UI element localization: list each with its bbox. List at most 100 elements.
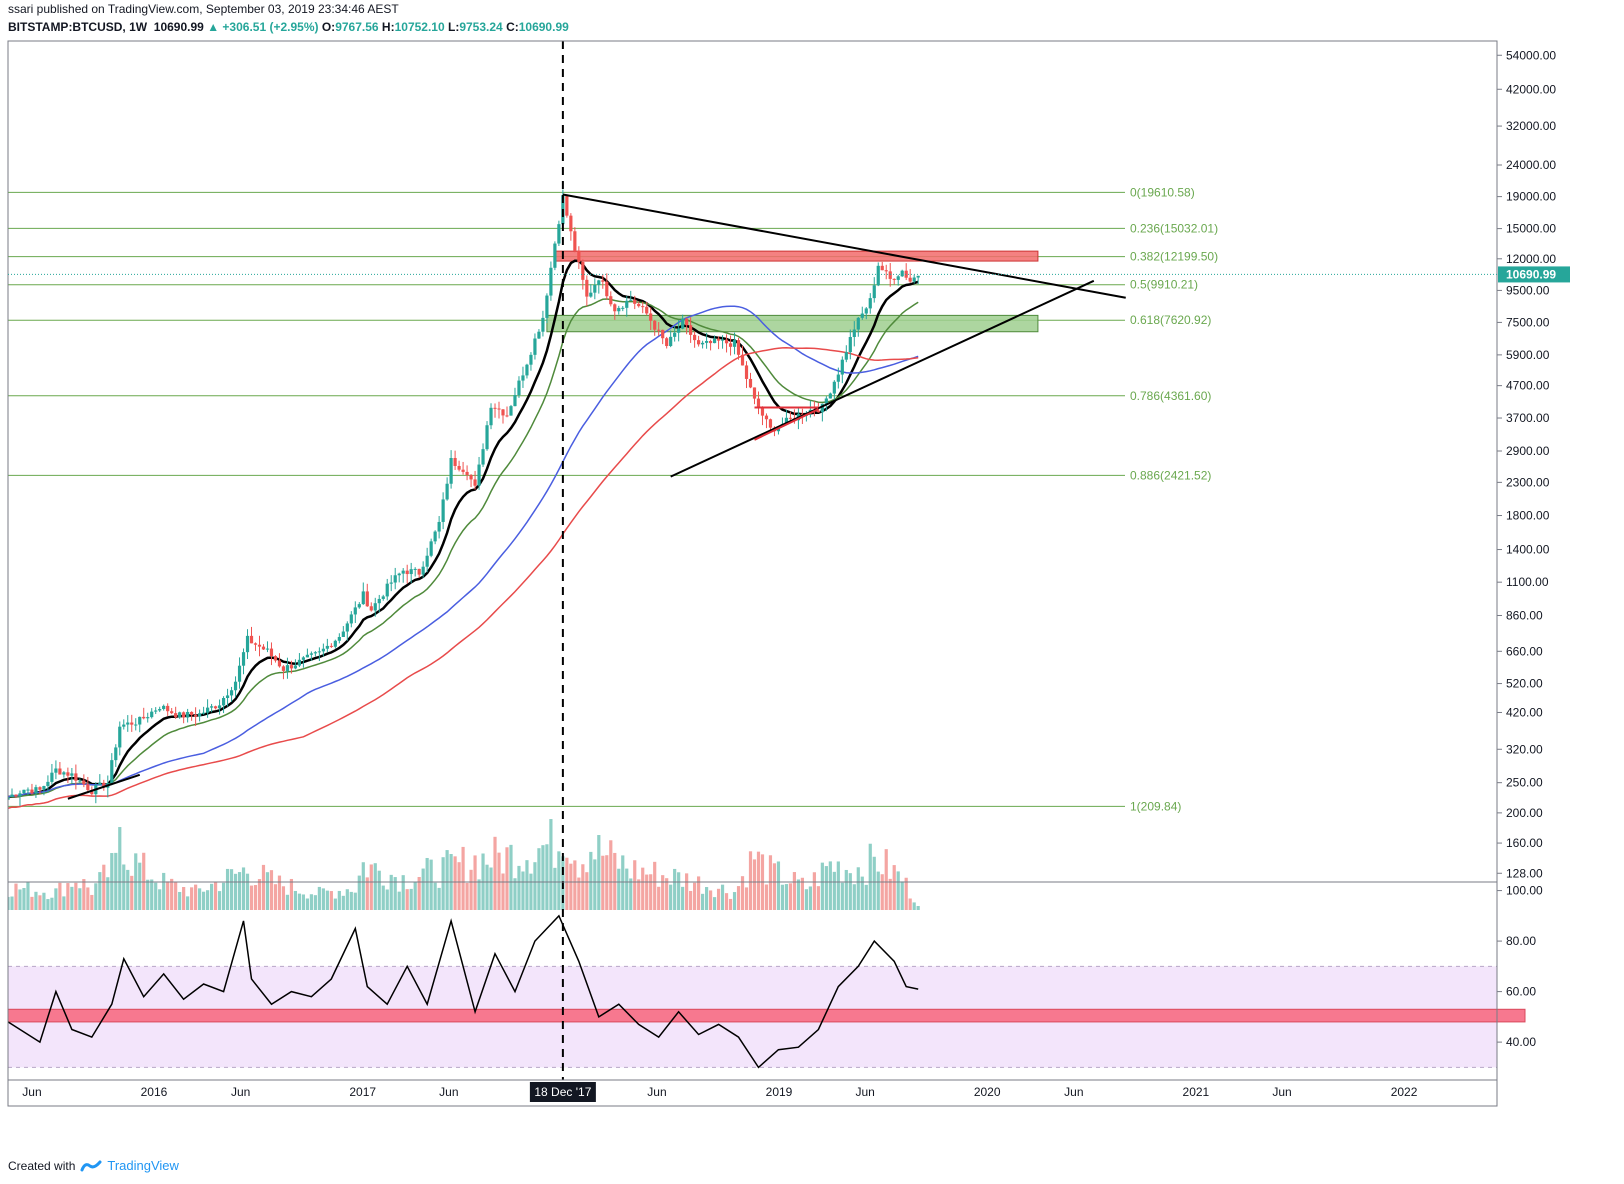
volume-bar	[10, 896, 14, 910]
candle-body	[653, 320, 657, 330]
volume-bar	[724, 893, 729, 910]
price-tick-label: 3700.00	[1506, 411, 1550, 425]
volume-bar	[405, 889, 409, 910]
candle-body	[309, 653, 313, 655]
candle-body	[896, 276, 900, 280]
candle-body	[509, 406, 513, 416]
volume-bar	[118, 827, 122, 910]
candle-body	[297, 659, 302, 666]
candle-body	[245, 635, 250, 653]
trendline	[754, 408, 819, 441]
volume-bar	[166, 881, 170, 910]
volume-bar	[784, 884, 789, 910]
fib-label: 0.786(4361.60)	[1130, 389, 1211, 403]
volume-bar	[617, 868, 621, 910]
candle-body	[485, 425, 489, 450]
volume-bar	[429, 859, 433, 910]
candle-body	[441, 499, 445, 522]
candle-body	[720, 339, 725, 341]
candle-body	[325, 645, 329, 649]
candle-body	[50, 772, 54, 782]
volume-bar	[549, 819, 553, 910]
volume-bar	[98, 872, 102, 910]
symbol-label[interactable]: BITSTAMP:BTCUSD, 1W	[8, 20, 148, 34]
candle-body	[645, 306, 649, 314]
volume-bar	[752, 859, 757, 910]
volume-bar	[349, 891, 353, 910]
volume-bar	[840, 882, 844, 910]
footer-brand[interactable]: TradingView	[107, 1158, 179, 1173]
volume-bar	[868, 843, 872, 910]
ma-200-line	[8, 347, 919, 810]
candle-body	[329, 645, 333, 647]
candle-body	[609, 296, 613, 305]
time-axis-label: Jun	[647, 1085, 666, 1099]
volume-bar	[401, 875, 405, 910]
candle-body	[289, 665, 294, 669]
volume-bar	[309, 894, 313, 910]
candle-body	[393, 575, 397, 583]
candle-body	[34, 787, 38, 794]
time-axis-label: 2017	[349, 1085, 376, 1099]
candle-body	[170, 711, 174, 714]
volume-bar	[178, 891, 182, 910]
volume-bar	[489, 867, 493, 910]
volume-bar	[22, 888, 26, 910]
time-axis-label: 2022	[1391, 1085, 1418, 1099]
symbol-legend: BITSTAMP:BTCUSD, 1W 10690.99 ▲ +306.51 (…	[8, 20, 569, 34]
volume-bar	[46, 899, 50, 910]
price-tick-label: 2900.00	[1506, 444, 1550, 458]
volume-bar	[421, 868, 425, 910]
candle-body	[665, 338, 669, 347]
volume-bar	[888, 878, 892, 910]
volume-bar	[381, 885, 385, 910]
volume-bar	[653, 861, 657, 910]
tradingview-logo-icon	[80, 1160, 102, 1171]
candle-body	[198, 713, 202, 717]
volume-bar	[229, 869, 234, 910]
volume-bar	[277, 875, 282, 910]
price-tick-label: 42000.00	[1506, 82, 1556, 96]
volume-bar	[373, 863, 377, 910]
time-axis-label: 2019	[766, 1085, 793, 1099]
price-tick-label: 4700.00	[1506, 379, 1550, 393]
candle-body	[577, 250, 581, 263]
volume-bar	[740, 876, 745, 910]
volume-bar	[912, 902, 916, 910]
candle-body	[760, 407, 765, 416]
candle-body	[194, 714, 198, 717]
candle-body	[377, 598, 381, 604]
volume-bar	[341, 895, 345, 910]
candle-body	[46, 781, 50, 787]
volume-bar	[102, 864, 106, 910]
candle-body	[708, 340, 713, 344]
candle-body	[273, 656, 278, 661]
candle-body	[138, 716, 142, 725]
candle-body	[681, 318, 685, 329]
volume-bar	[18, 889, 22, 910]
candle-body	[601, 280, 605, 282]
candle-body	[265, 648, 270, 650]
volume-bar	[589, 851, 593, 910]
volume-bar	[529, 873, 533, 910]
fib-label: 0.236(15032.01)	[1130, 221, 1218, 235]
ma-50-line	[8, 305, 919, 798]
volume-bar	[221, 882, 226, 910]
price-tick-label: 1100.00	[1506, 575, 1549, 589]
volume-bar	[585, 872, 589, 910]
candle-body	[704, 340, 709, 343]
candle-body	[26, 789, 30, 791]
candle-body	[373, 603, 377, 611]
time-axis-label: Jun	[1064, 1085, 1083, 1099]
candle-body	[641, 306, 645, 308]
price-tick-label: 19000.00	[1506, 190, 1556, 204]
volume-bar	[720, 884, 725, 910]
volume-bar	[565, 857, 569, 910]
volume-bar	[86, 887, 90, 910]
volume-bar	[665, 878, 669, 910]
time-axis-label: Jun	[1272, 1085, 1291, 1099]
candle-body	[277, 660, 282, 667]
candle-body	[22, 789, 26, 794]
candle-body	[625, 300, 629, 308]
